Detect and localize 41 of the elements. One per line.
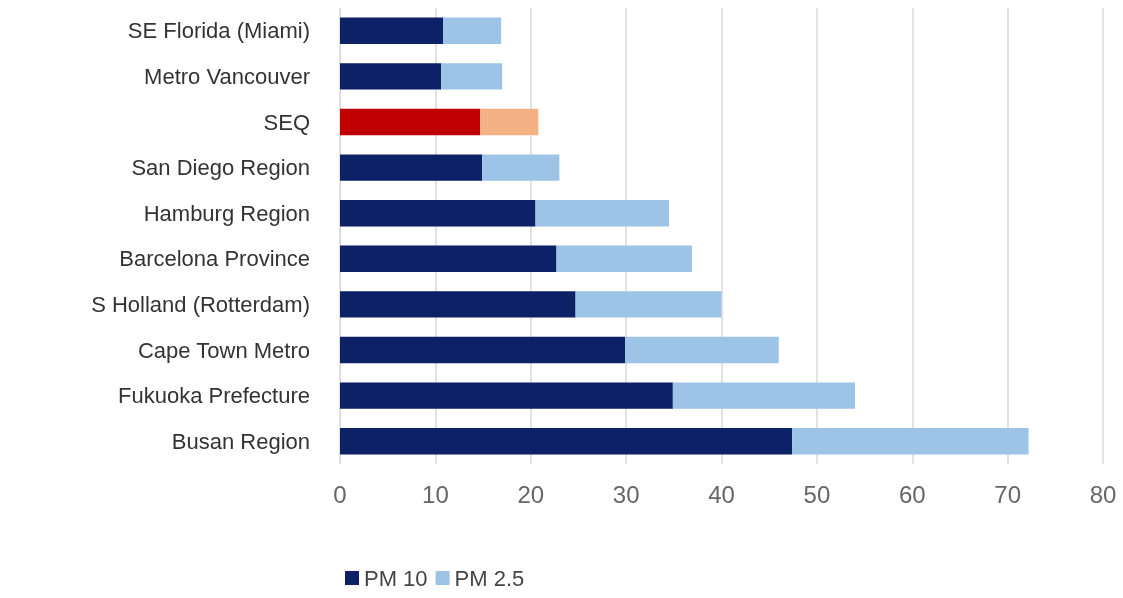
bar [792, 427, 1029, 455]
x-tick-label: 50 [803, 480, 831, 508]
bar [575, 291, 722, 318]
bar [340, 382, 673, 409]
bar [340, 63, 442, 90]
y-tick-label: San Diego Region [131, 155, 310, 181]
y-tick-label: Fukuoka Prefecture [118, 383, 310, 409]
bar [340, 154, 483, 181]
y-tick-label: SEQ [263, 109, 310, 135]
y-tick-label: Hamburg Region [143, 200, 310, 226]
y-tick-label: Barcelona Province [119, 246, 310, 272]
x-tick-label: 0 [333, 480, 347, 508]
bar [340, 108, 481, 136]
x-tick-label: 60 [898, 480, 926, 508]
x-tick-label: 40 [708, 480, 735, 508]
x-tick-label: 80 [1089, 480, 1117, 508]
bar [625, 336, 779, 364]
x-tick-label: 30 [612, 480, 640, 508]
bar [443, 17, 502, 45]
legend-label: PM 2.5 [454, 565, 525, 591]
bar [340, 199, 536, 227]
y-tick-label: S Holland (Rotterdam) [91, 291, 310, 317]
x-tick-label: 70 [994, 480, 1021, 508]
y-tick-label: SE Florida (Miami) [127, 18, 310, 44]
bar [556, 245, 692, 273]
y-tick-label: Cape Town Metro [137, 337, 310, 363]
bar [672, 382, 856, 409]
bar [480, 108, 539, 136]
bar [340, 336, 626, 364]
bar [441, 63, 503, 90]
bar [340, 291, 576, 318]
x-tick-label: 10 [422, 480, 449, 508]
x-tick-label: 20 [517, 480, 545, 508]
bar [535, 199, 670, 227]
y-tick-label: Metro Vancouver [144, 63, 310, 89]
bar [340, 427, 793, 455]
y-tick-label: Busan Region [171, 428, 310, 454]
legend-label: PM 10 [364, 565, 428, 591]
bar [340, 245, 557, 273]
bar [340, 17, 444, 45]
bar [482, 154, 560, 181]
